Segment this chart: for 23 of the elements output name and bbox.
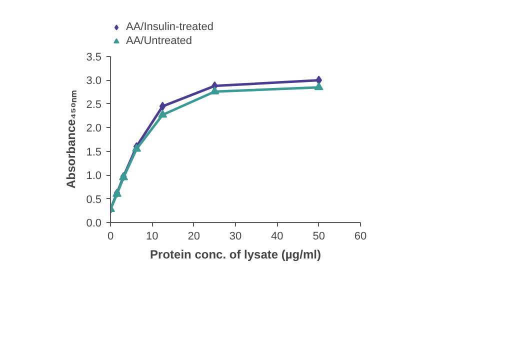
x-tick-label: 0 xyxy=(107,230,114,242)
point xyxy=(159,102,166,111)
legend-label: AA/Untreated xyxy=(126,34,192,48)
y-tick-label: 1.5 xyxy=(86,146,102,158)
x-tick-label: 40 xyxy=(271,230,284,242)
x-tick-label: 30 xyxy=(229,230,242,242)
point xyxy=(158,110,168,118)
y-tick-label: 3.5 xyxy=(86,52,102,64)
x-tick-label: 20 xyxy=(188,230,200,242)
y-tick-label: 2.5 xyxy=(86,98,102,111)
y-tick-label: 0.0 xyxy=(86,218,102,230)
x-tick-label: 10 xyxy=(146,230,158,242)
y-axis-title: Absorbance₄₅₀ₙₘ xyxy=(64,90,78,188)
x-tick-label: 60 xyxy=(354,230,367,242)
y-tick-label: 0.5 xyxy=(86,194,102,206)
point xyxy=(210,86,220,94)
x-axis-title: Protein conc. of lysate (µg/ml) xyxy=(150,248,321,262)
point xyxy=(314,82,324,90)
y-tick-label: 1.0 xyxy=(86,170,102,182)
legend-label: AA/Insulin-treated xyxy=(126,20,214,34)
y-tick-label: 3.0 xyxy=(86,75,102,88)
x-tick-label: 50 xyxy=(312,230,325,242)
y-tick-label: 2.0 xyxy=(86,122,102,135)
